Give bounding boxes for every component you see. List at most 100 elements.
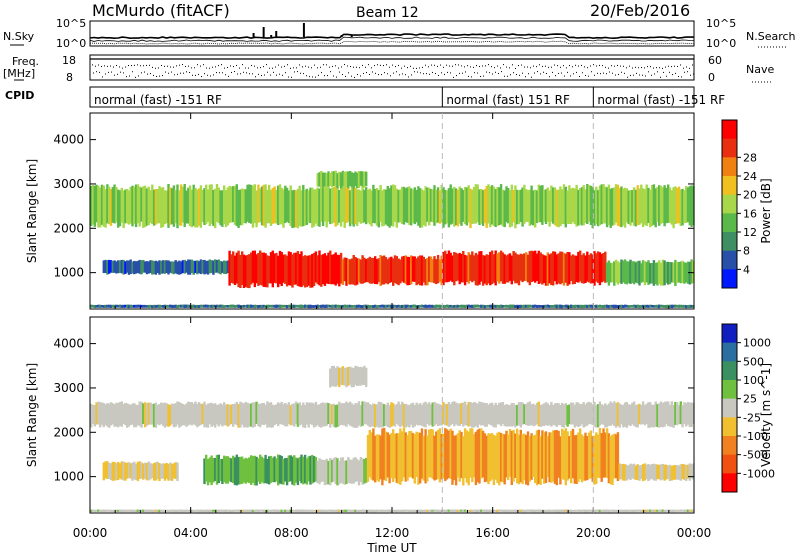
heatmap-cell: [143, 402, 147, 428]
heatmap-cell: [587, 509, 591, 512]
y-tick-label: 4000: [53, 133, 84, 147]
heatmap-cell: [552, 305, 555, 308]
nave-dot: [342, 74, 343, 76]
heatmap-cell: [555, 402, 558, 427]
heatmap-cell: [451, 188, 454, 224]
nave-dot: [132, 71, 133, 73]
heatmap-cell: [136, 461, 140, 482]
nave-dot: [623, 65, 624, 67]
heatmap-cell: [348, 259, 352, 285]
heatmap-cell: [661, 463, 664, 480]
heatmap-cell: [386, 509, 389, 512]
heatmap-cell: [136, 184, 140, 224]
heatmap-cell: [330, 187, 334, 224]
heatmap-cell: [471, 189, 474, 224]
heatmap-cell: [368, 188, 371, 225]
heatmap-cell: [688, 463, 691, 481]
heatmap-cell: [667, 401, 670, 426]
heatmap-cell: [289, 304, 292, 308]
nave-dot: [381, 74, 382, 76]
heatmap-cell: [271, 304, 274, 308]
heatmap-cell: [120, 509, 123, 513]
heatmap-cell: [598, 185, 602, 226]
heatmap-cell: [641, 464, 645, 482]
heatmap-cell: [641, 188, 645, 228]
heatmap-cell: [679, 304, 682, 308]
heatmap-cell: [586, 184, 589, 224]
heatmap-cell: [413, 434, 416, 484]
nave-dot: [195, 74, 196, 76]
heatmap-cell: [100, 184, 104, 225]
heatmap-cell: [638, 260, 641, 286]
heatmap-cell: [503, 434, 506, 485]
heatmap-cell: [111, 403, 114, 425]
heatmap-cell: [124, 261, 127, 274]
heatmap-cell: [514, 433, 517, 478]
heatmap-cell: [593, 190, 596, 226]
heatmap-cell: [237, 509, 240, 512]
heatmap-cell: [365, 509, 368, 512]
nave-dot: [576, 71, 577, 73]
heatmap-cell: [472, 434, 476, 478]
heatmap-cell: [602, 253, 605, 282]
heatmap-cell: [503, 254, 506, 284]
heatmap-cell: [366, 509, 370, 513]
heatmap-cell: [456, 304, 460, 308]
nave-dot: [107, 65, 108, 67]
heatmap-cell: [363, 189, 366, 223]
heatmap-cell: [321, 509, 325, 512]
heatmap-cell: [467, 402, 470, 427]
heatmap-cell: [174, 403, 177, 427]
heatmap-cell: [629, 404, 632, 426]
heatmap-cell: [676, 402, 679, 426]
heatmap-cell: [149, 190, 152, 223]
heatmap-cell: [647, 464, 650, 482]
nsearch-line: [89, 36, 695, 42]
x-tick-label: 04:00: [173, 526, 208, 540]
heatmap-cell: [478, 189, 481, 226]
heatmap-cell: [620, 404, 623, 425]
nave-dot: [524, 66, 525, 68]
heatmap-cell: [413, 304, 416, 308]
nave-dot: [473, 66, 474, 68]
heatmap-cell: [672, 187, 675, 229]
nave-dot: [318, 74, 319, 76]
heatmap-cell: [577, 251, 580, 283]
nave-dot: [485, 65, 486, 67]
heatmap-cell: [352, 173, 355, 189]
heatmap-cell: [219, 403, 222, 425]
heatmap-cell: [330, 509, 334, 512]
heatmap-cell: [95, 305, 98, 308]
heatmap-cell: [262, 184, 265, 226]
heatmap-cell: [321, 304, 325, 308]
heatmap-cell: [359, 405, 362, 427]
heatmap-cell: [338, 304, 341, 308]
heatmap-cell: [541, 185, 544, 225]
heatmap-cell: [320, 170, 323, 189]
heatmap-cell: [521, 254, 524, 283]
nave-dot: [528, 73, 529, 75]
heatmap-cell: [413, 405, 416, 427]
heatmap-cell: [417, 256, 420, 285]
heatmap-cell: [219, 261, 222, 275]
heatmap-cell: [566, 304, 569, 308]
heatmap-cell: [106, 304, 109, 308]
heatmap-cell: [345, 187, 348, 223]
heatmap-cell: [206, 403, 210, 428]
nave-dot: [648, 71, 649, 73]
heatmap-cell: [142, 304, 145, 308]
heatmap-cell: [419, 432, 422, 484]
heatmap-cell: [460, 509, 463, 512]
heatmap-cell: [149, 402, 152, 425]
heatmap-cell: [192, 403, 195, 425]
heatmap-cell: [397, 509, 400, 512]
heatmap-cell: [505, 255, 508, 283]
heatmap-cell: [471, 304, 474, 308]
heatmap-cell: [332, 304, 336, 308]
heatmap-cell: [625, 304, 629, 308]
nave-dot: [633, 74, 634, 76]
heatmap-cell: [124, 304, 127, 308]
heatmap-cell: [404, 403, 407, 428]
heatmap-cell: [548, 432, 551, 483]
heatmap-cell: [589, 304, 593, 308]
